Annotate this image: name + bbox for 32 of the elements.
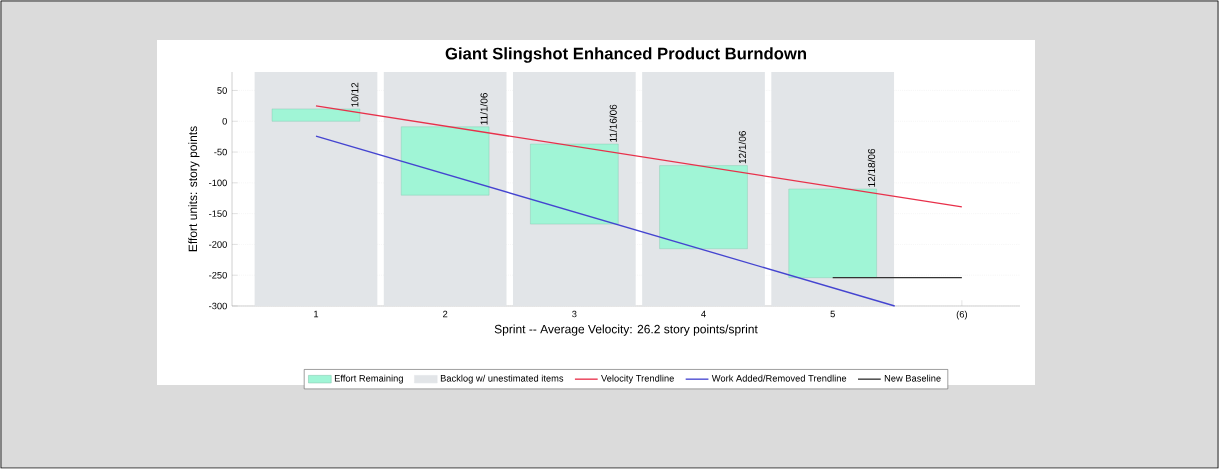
annotation: 12/1/06 xyxy=(738,131,746,164)
bar xyxy=(788,188,877,278)
y-tick-label: -50 xyxy=(214,148,227,156)
y-tick-label: 0 xyxy=(222,117,227,125)
y-tick-label: -100 xyxy=(209,179,227,187)
legend-label: Effort Remaining xyxy=(334,374,403,384)
legend-label: Work Added/Removed Trendline xyxy=(711,374,847,382)
bar xyxy=(659,165,748,249)
y-tick-label: -200 xyxy=(209,241,227,248)
annotation: 10/12 xyxy=(351,82,359,107)
legend-label: Backlog w/ unestimated items xyxy=(440,374,564,384)
annotation: 11/1/06 xyxy=(480,93,488,125)
x-tick-label: (6) xyxy=(956,310,967,320)
x-tick-label: 5 xyxy=(830,310,835,318)
bar xyxy=(401,126,490,196)
annotation: 11/16/06 xyxy=(609,104,617,142)
x-tick-label: 1 xyxy=(314,310,319,318)
y-tick-label: -250 xyxy=(209,271,227,279)
x-tick-label: 3 xyxy=(572,310,577,318)
annotation: 12/18/06 xyxy=(867,148,876,187)
bar xyxy=(271,108,361,122)
legend-label: Velocity Trendline xyxy=(601,374,674,384)
chart-title: Giant Slingshot Enhanced Product Burndown xyxy=(445,47,807,63)
y-tick-label: -300 xyxy=(209,302,227,310)
bar xyxy=(530,143,619,225)
y-tick-label: 50 xyxy=(217,87,227,94)
y-axis-title: Effort units: story points xyxy=(188,126,200,252)
y-tick-label: -150 xyxy=(209,210,227,217)
x-tick-label: 4 xyxy=(701,310,706,318)
x-axis-title: Sprint -- Average Velocity: 26.2 story points/sprint xyxy=(494,324,758,336)
x-tick-label: 2 xyxy=(443,310,448,318)
legend-label: New Baseline xyxy=(884,374,941,382)
